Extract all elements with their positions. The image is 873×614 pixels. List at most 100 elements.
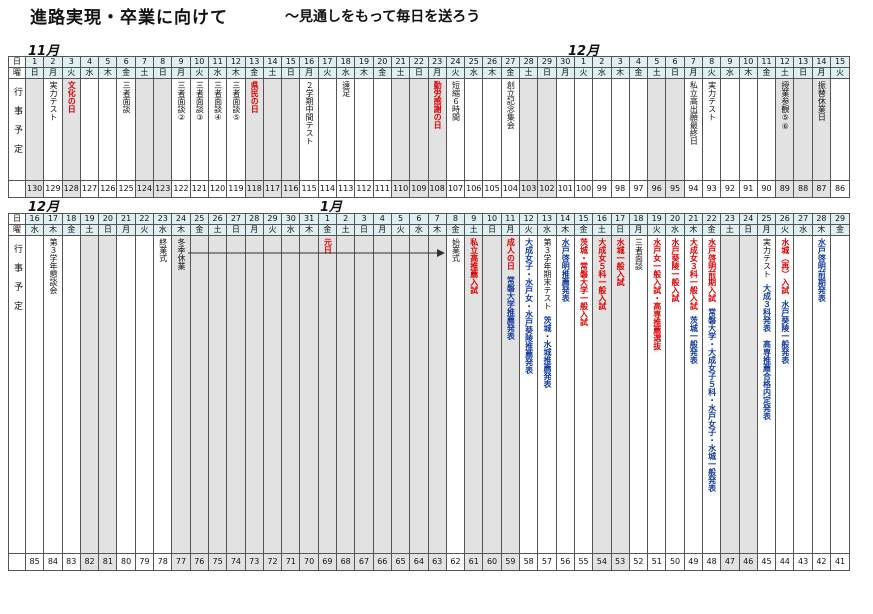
weekday-cell: 月 <box>171 67 191 79</box>
event-text: 県民の日 <box>250 81 260 113</box>
countdown-cell: 102 <box>537 180 557 198</box>
countdown-cell: 90 <box>756 180 777 198</box>
weekday-cell: 土 <box>592 224 612 236</box>
day-number: 6 <box>665 56 685 68</box>
event-cell <box>482 235 502 554</box>
countdown-cell: 59 <box>500 553 521 571</box>
countdown-cell: 74 <box>226 553 246 571</box>
countdown-cell: 54 <box>592 553 612 571</box>
weekday-cell: 月 <box>683 67 703 79</box>
countdown-cell: 126 <box>98 180 118 198</box>
weekday-cell: 金 <box>189 224 209 236</box>
day-number: 5 <box>390 213 411 225</box>
event-cell: 水戸啓明推薦発表 <box>555 235 575 554</box>
countdown-cell: 114 <box>317 180 338 198</box>
weekday-cell: 金 <box>500 67 521 79</box>
event-text: 水戸葵陵一般入試 <box>671 238 681 302</box>
weekday-header: 曜 <box>8 224 26 236</box>
countdown-cell: 81 <box>98 553 118 571</box>
day-number: 25 <box>756 213 777 225</box>
weekday-cell: 月 <box>244 224 264 236</box>
countdown-cell: 64 <box>409 553 429 571</box>
event-text: 大成女５科一般入試 <box>597 238 607 310</box>
countdown-cell: 84 <box>43 553 63 571</box>
event-cell: 創立記念集会 <box>500 78 521 181</box>
event-text: 短縮６時間 <box>451 81 461 121</box>
countdown-cell: 49 <box>683 553 703 571</box>
weekday-cell: 木 <box>299 224 319 236</box>
countdown-cell: 86 <box>830 180 850 198</box>
countdown-row: 85 84 83 82 81 80 79 78 77 76 75 74 73 72 71 70 69 68 67 66… <box>8 553 850 571</box>
countdown-cell: 96 <box>647 180 667 198</box>
countdown-cell: 119 <box>226 180 246 198</box>
day-number: 30 <box>555 56 575 68</box>
day-number: 10 <box>738 56 758 68</box>
weekday-cell: 水 <box>592 67 612 79</box>
day-number: 13 <box>793 56 813 68</box>
day-number: 1 <box>317 213 338 225</box>
event-cell: 水戸啓明前期入試 常磐大学・大成女子５科・水戸女子・水城一般発表 <box>701 235 722 554</box>
day-number: 5 <box>98 56 118 68</box>
countdown-cell: 46 <box>738 553 758 571</box>
weekday-cell: 水 <box>336 67 356 79</box>
day-number: 5 <box>647 56 667 68</box>
event-text: 三者面談⑤ <box>231 81 241 122</box>
event-cell <box>793 235 813 554</box>
day-number: 30 <box>281 213 301 225</box>
countdown-cell: 52 <box>628 553 649 571</box>
weekday-cell: 水 <box>207 67 228 79</box>
day-number: 8 <box>153 56 173 68</box>
weekday-cell: 木 <box>98 67 118 79</box>
countdown-cell: 127 <box>79 180 100 198</box>
weekday-cell: 土 <box>464 224 484 236</box>
weekday-cell: 木 <box>811 224 832 236</box>
weekday-row: 曜日月火水木金土日月火水木金土日月火水木金土日月火水木金土日月火水木金土日月火水… <box>8 67 850 79</box>
countdown-cell: 101 <box>555 180 575 198</box>
countdown-cell: 41 <box>830 553 850 571</box>
weekday-cell: 金 <box>244 67 264 79</box>
weekday-cell: 日 <box>482 224 502 236</box>
day-number: 13 <box>537 213 557 225</box>
countdown-cell: 44 <box>775 553 795 571</box>
countdown-cell: 67 <box>354 553 374 571</box>
page-title: 進路実現・卒業に向けて <box>30 8 228 28</box>
day-number: 1 <box>573 56 594 68</box>
countdown-cell: 70 <box>299 553 319 571</box>
event-cell <box>281 78 301 181</box>
weekday-cell: 金 <box>628 67 649 79</box>
day-number: 19 <box>647 213 667 225</box>
event-cell: 実力テスト 大成３科発表 高専推薦合格内定発表 <box>756 235 777 554</box>
weekday-cell: 日 <box>793 67 813 79</box>
event-text: 水戸啓明推薦発表 <box>561 238 571 302</box>
event-cell <box>647 78 667 181</box>
event-text: 水戸女一般入試・高専推薦選抜 <box>652 238 662 350</box>
day-number: 23 <box>427 56 447 68</box>
event-cell <box>372 235 392 554</box>
weekday-cell: 金 <box>372 67 392 79</box>
countdown-cell: 124 <box>134 180 155 198</box>
day-number: 28 <box>244 213 264 225</box>
countdown-cell: 111 <box>372 180 392 198</box>
day-number: 1 <box>24 56 45 68</box>
day-number: 27 <box>226 213 246 225</box>
event-cell <box>98 235 118 554</box>
countdown-cell: 73 <box>244 553 264 571</box>
countdown-row: 130 129 128 127 126 125 124 123 122 121 120 119 118 1… <box>8 180 850 198</box>
weekday-cell: 火 <box>775 224 795 236</box>
countdown-cell: 121 <box>189 180 209 198</box>
event-text: 私立高出願最終日 <box>689 81 699 145</box>
event-cell: 元日 <box>317 235 338 554</box>
countdown-cell: 65 <box>390 553 411 571</box>
weekday-cell: 木 <box>482 67 502 79</box>
weekday-cell: 日 <box>409 67 429 79</box>
day-number: 15 <box>573 213 594 225</box>
event-text: 冬季休業 <box>177 238 187 270</box>
countdown-cell: 93 <box>701 180 722 198</box>
event-cell: 授業参観⑤⑥ <box>775 78 795 181</box>
event-text-2: 大成３科発表 高専推薦合格内定発表 <box>762 284 772 420</box>
event-cell <box>24 235 45 554</box>
countdown-header <box>8 553 26 571</box>
day-number: 3 <box>354 213 374 225</box>
weekday-cell: 日 <box>738 224 758 236</box>
weekday-cell: 火 <box>262 224 283 236</box>
